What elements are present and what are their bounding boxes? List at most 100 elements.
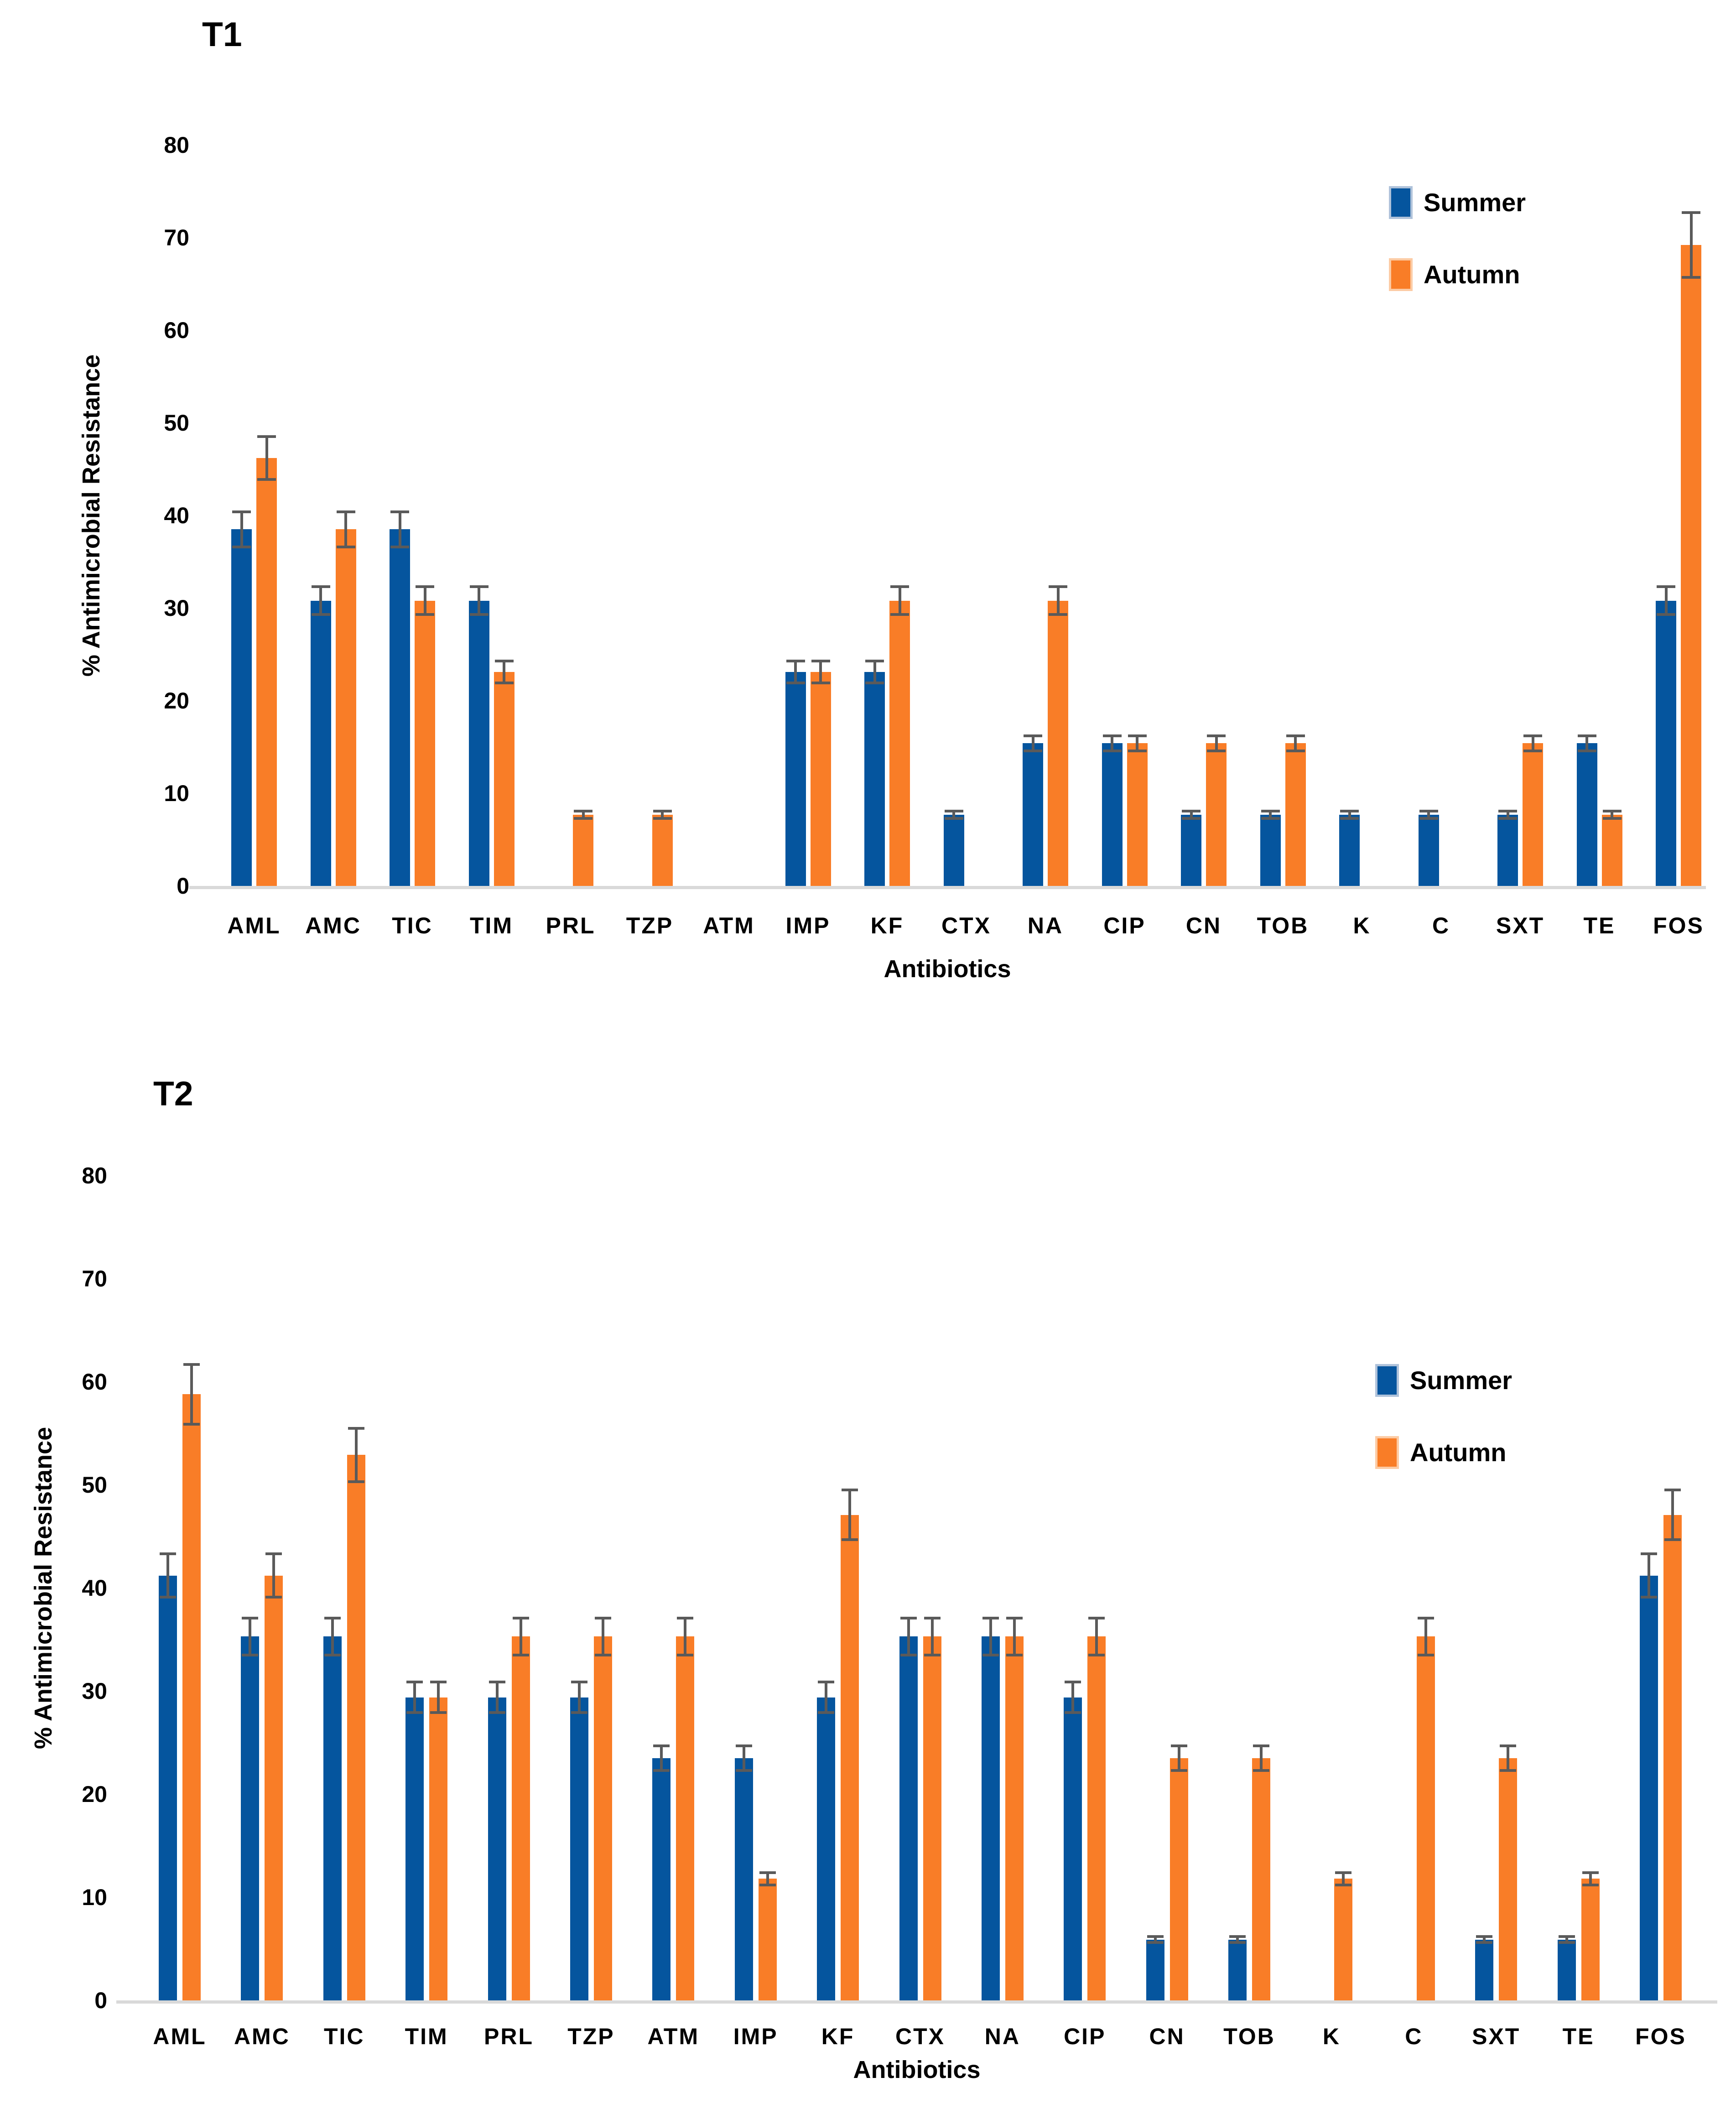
bar-autumn-sxt <box>1499 1758 1518 2000</box>
error-bar-stem <box>319 587 322 615</box>
bar-autumn-cn <box>1206 743 1227 886</box>
error-bar-cap-bottom <box>1065 1711 1081 1714</box>
y-tick-label: 80 <box>82 1163 107 1188</box>
error-bar-cap-bottom <box>416 613 434 616</box>
bar-summer-ctx <box>943 814 964 886</box>
error-bar-cap-bottom <box>594 1653 611 1656</box>
bar-autumn-kf <box>841 1515 859 2000</box>
x-category-label-tic: TIC <box>392 913 433 938</box>
error-bar-cap-top <box>759 1871 776 1874</box>
bar-summer-sxt <box>1475 1939 1494 2000</box>
error-bar-cap-top <box>786 659 805 662</box>
error-bar-cap-top <box>1657 585 1675 588</box>
x-category-label-sxt: SXT <box>1496 913 1545 938</box>
error-bar-stem <box>413 1682 416 1713</box>
bar-autumn-amc <box>335 529 356 886</box>
error-bar-cap-bottom <box>1340 817 1359 820</box>
error-bar-stem <box>437 1682 440 1713</box>
x-category-label-c: C <box>1405 2024 1423 2049</box>
error-bar-cap-bottom <box>1128 749 1147 752</box>
error-bar-cap-bottom <box>1253 1769 1270 1772</box>
error-bar-cap-bottom <box>406 1711 423 1714</box>
bar-summer-aml <box>159 1575 177 2000</box>
y-tick-label: 0 <box>177 873 189 899</box>
error-bar-stem <box>331 1618 334 1655</box>
error-bar-stem <box>1154 1936 1157 1943</box>
legend-label-autumn: Autumn <box>1424 260 1520 289</box>
bar-summer-na <box>1023 743 1043 886</box>
x-category-label-te: TE <box>1583 913 1616 938</box>
y-tick-label: 10 <box>82 1885 107 1910</box>
error-bar-stem <box>582 811 585 818</box>
bar-summer-cn <box>1181 814 1201 886</box>
y-tick-label: 60 <box>164 318 189 343</box>
error-bar-cap-top <box>1340 809 1359 812</box>
error-bar-cap-top <box>1664 1489 1681 1492</box>
error-bar-stem <box>898 587 901 615</box>
error-bar-stem <box>1013 1618 1016 1655</box>
error-bar-cap-top <box>1641 1552 1657 1556</box>
chart-title-t2: T2 <box>153 1074 193 1113</box>
legend-t1: Summer Autumn <box>1389 186 1526 291</box>
error-bar-cap-top <box>842 1489 858 1492</box>
error-bar-cap-bottom <box>1335 1883 1352 1886</box>
error-bar-cap-bottom <box>1049 613 1067 616</box>
error-bar-cap-bottom <box>324 1653 341 1656</box>
bar-autumn-cip <box>1127 743 1148 886</box>
legend-t2: Summer Autumn <box>1375 1364 1512 1469</box>
x-category-label-aml: AML <box>153 2024 207 2049</box>
bar-autumn-cip <box>1087 1636 1106 2000</box>
error-bar-cap-top <box>1006 1616 1023 1619</box>
error-bar-cap-top <box>265 1552 282 1556</box>
bar-summer-na <box>981 1636 1000 2000</box>
error-bar-cap-bottom <box>390 546 409 549</box>
x-axis-line <box>116 2000 1717 2004</box>
error-bar-cap-top <box>512 1616 529 1619</box>
error-bar-stem <box>989 1618 992 1655</box>
x-category-label-imp: IMP <box>733 2024 778 2049</box>
bar-summer-c <box>1418 814 1439 886</box>
x-category-label-prl: PRL <box>546 913 596 938</box>
error-bar-cap-bottom <box>653 1769 670 1772</box>
x-category-label-imp: IMP <box>785 913 831 938</box>
error-bar-cap-bottom <box>1498 817 1517 820</box>
error-bar-stem <box>1136 736 1138 751</box>
x-category-label-atm: ATM <box>703 913 755 938</box>
error-bar-cap-bottom <box>818 1711 835 1714</box>
y-tick-label: 0 <box>94 1988 107 2013</box>
error-bar-cap-bottom <box>574 817 593 820</box>
error-bar-cap-top <box>183 1363 200 1366</box>
error-bar-cap-top <box>1102 734 1122 738</box>
error-bar-stem <box>1269 811 1272 818</box>
x-category-label-aml: AML <box>227 913 281 938</box>
error-bar-cap-top <box>1128 734 1147 738</box>
error-bar-cap-bottom <box>1682 276 1700 279</box>
error-bar-stem <box>819 661 822 683</box>
error-bar-stem <box>478 587 480 615</box>
error-bar-cap-bottom <box>1006 1653 1023 1656</box>
error-bar-stem <box>1565 1936 1568 1943</box>
error-bar-stem <box>1342 1872 1345 1885</box>
legend-item-summer: Summer <box>1375 1364 1512 1397</box>
error-bar-cap-top <box>406 1680 423 1683</box>
x-category-label-tzp: TZP <box>626 913 674 938</box>
error-bar-stem <box>1506 811 1509 818</box>
error-bar-cap-top <box>336 510 355 513</box>
error-bar-stem <box>848 1490 852 1540</box>
error-bar-cap-bottom <box>242 1653 259 1656</box>
x-category-label-tzp: TZP <box>567 2024 615 2049</box>
y-tick-label: 50 <box>82 1472 107 1498</box>
error-bar-cap-top <box>574 809 593 812</box>
error-bar-cap-top <box>1682 211 1700 214</box>
bar-summer-cip <box>1064 1697 1082 2000</box>
error-bar-cap-bottom <box>1500 1769 1517 1772</box>
x-axis-line <box>189 886 1706 889</box>
error-bar-cap-bottom <box>1582 1883 1599 1886</box>
error-bar-cap-bottom <box>1207 749 1226 752</box>
x-category-label-atm: ATM <box>647 2024 700 2049</box>
error-bar-cap-top <box>1207 734 1226 738</box>
error-bar-stem <box>1071 1682 1075 1713</box>
legend-label-autumn: Autumn <box>1410 1438 1507 1467</box>
error-bar-cap-top <box>865 659 884 662</box>
bar-autumn-k <box>1334 1879 1353 2000</box>
